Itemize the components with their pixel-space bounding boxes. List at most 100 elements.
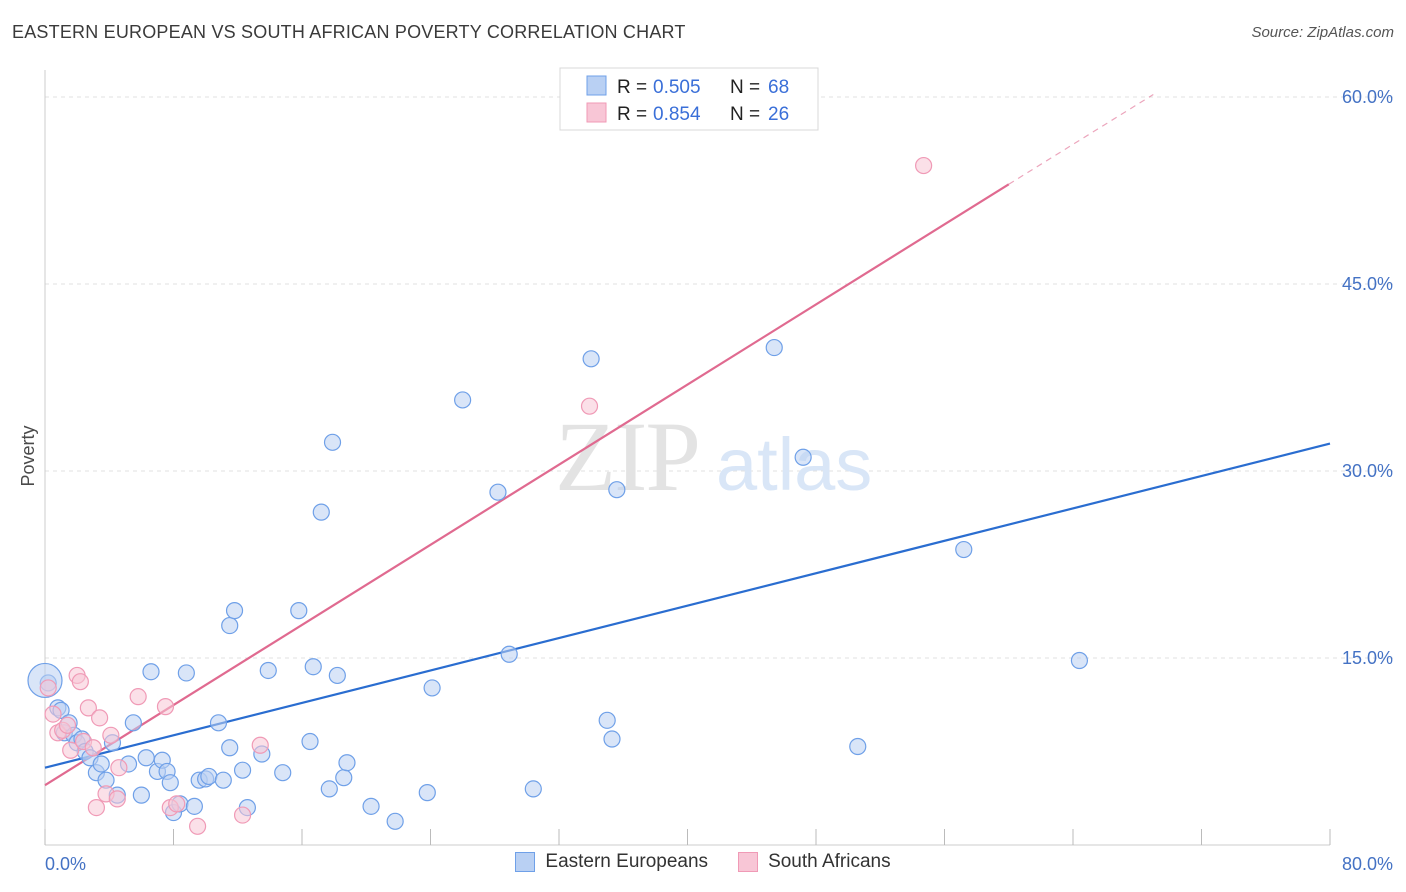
point-s1-10 bbox=[84, 739, 102, 757]
point-s0-32 bbox=[221, 616, 239, 635]
point-s1-5 bbox=[62, 741, 80, 759]
point-s0-61 bbox=[608, 481, 626, 499]
legend-swatch-eastern-europeans bbox=[586, 75, 607, 96]
series-swatch-eastern-europeans bbox=[515, 852, 536, 872]
point-s1-17 bbox=[129, 688, 147, 706]
y-tick-label-2: 45.0% bbox=[1342, 274, 1393, 294]
x-tick-label-1: 80.0% bbox=[1342, 854, 1393, 874]
point-s0-44 bbox=[312, 503, 330, 521]
point-s1-25 bbox=[915, 156, 933, 175]
series-legend-south-africans: South Africans bbox=[738, 851, 891, 873]
point-s0-57 bbox=[524, 780, 542, 798]
point-s0-45 bbox=[320, 780, 338, 798]
trendline-1 bbox=[44, 183, 1010, 787]
legend-r-value-1: 0.505 bbox=[653, 77, 701, 98]
watermark-zip: ZIP bbox=[555, 401, 699, 512]
point-s0-66 bbox=[1070, 651, 1089, 670]
series-label-eastern-europeans: Eastern Europeans bbox=[545, 851, 709, 872]
legend-n-value-1: 68 bbox=[768, 77, 789, 98]
y-tick-label-1: 30.0% bbox=[1342, 461, 1393, 481]
point-s0-31 bbox=[209, 714, 228, 732]
trendlines bbox=[44, 93, 1331, 787]
legend-n-label-2: N = bbox=[730, 104, 760, 125]
point-s0-54 bbox=[454, 391, 472, 409]
point-s1-24 bbox=[580, 397, 599, 415]
legend-swatch-south-africans bbox=[586, 102, 607, 123]
point-s0-42 bbox=[301, 732, 319, 751]
point-s0-52 bbox=[418, 784, 436, 802]
trendline-extension-1 bbox=[1008, 93, 1154, 185]
point-s0-16 bbox=[124, 714, 142, 732]
point-s1-21 bbox=[188, 817, 207, 835]
chart-title: EASTERN EUROPEAN VS SOUTH AFRICAN POVERT… bbox=[12, 22, 686, 42]
point-s0-62 bbox=[765, 338, 783, 357]
point-s0-48 bbox=[335, 769, 353, 787]
point-s0-26 bbox=[177, 664, 195, 682]
point-s0-41 bbox=[290, 602, 308, 620]
point-s0-50 bbox=[362, 797, 380, 815]
point-s0-39 bbox=[259, 661, 277, 680]
point-s0-59 bbox=[598, 711, 616, 729]
point-s1-15 bbox=[108, 790, 126, 808]
x-tick-labels: 0.0% 80.0% bbox=[45, 854, 1393, 874]
point-s1-11 bbox=[87, 798, 106, 817]
point-s0-18 bbox=[137, 749, 155, 767]
point-s0-23 bbox=[161, 774, 179, 792]
point-s0-19 bbox=[142, 663, 160, 681]
legend: R = 0.505 N = 68 R = 0.854 N = 26 bbox=[559, 67, 819, 131]
point-s0-56 bbox=[500, 645, 518, 663]
point-s0-58 bbox=[582, 350, 600, 368]
point-s1-14 bbox=[102, 726, 120, 744]
series-legend-eastern-europeans: Eastern Europeans bbox=[515, 851, 708, 873]
point-s0-33 bbox=[214, 771, 232, 789]
trendline-0 bbox=[44, 442, 1331, 769]
legend-r-label-2: R = bbox=[617, 104, 647, 125]
point-s0-51 bbox=[386, 812, 404, 830]
point-s0-17 bbox=[132, 786, 150, 804]
series-legend: Eastern Europeans South Africans bbox=[0, 851, 1406, 873]
point-s1-20 bbox=[168, 795, 186, 813]
point-s0-65 bbox=[955, 540, 973, 559]
point-s1-12 bbox=[91, 709, 109, 727]
y-axis-label: Poverty bbox=[18, 425, 38, 486]
point-s0-43 bbox=[304, 658, 322, 676]
point-s0-46 bbox=[323, 433, 342, 451]
point-s0-63 bbox=[794, 448, 812, 466]
point-s0-64 bbox=[849, 737, 867, 756]
data-points bbox=[27, 156, 1089, 835]
chart-source: Source: ZipAtlas.com bbox=[1251, 24, 1394, 41]
y-tick-label-0: 15.0% bbox=[1342, 648, 1393, 668]
point-s0-55 bbox=[489, 483, 507, 501]
point-s1-23 bbox=[251, 736, 269, 754]
point-s0-35 bbox=[225, 602, 244, 620]
point-s0-40 bbox=[274, 764, 292, 782]
point-s0-30 bbox=[200, 767, 218, 786]
series-label-south-africans: South Africans bbox=[768, 851, 891, 872]
point-s0-60 bbox=[603, 730, 621, 748]
point-s1-0 bbox=[39, 679, 57, 697]
point-s0-11 bbox=[92, 755, 110, 773]
legend-r-value-2: 0.854 bbox=[653, 104, 701, 125]
legend-n-label-1: N = bbox=[730, 77, 760, 98]
y-tick-labels: 15.0% 30.0% 45.0% 60.0% bbox=[1342, 87, 1393, 668]
series-swatch-south-africans bbox=[738, 852, 759, 872]
x-tick-label-0: 0.0% bbox=[45, 854, 86, 874]
y-tick-label-3: 60.0% bbox=[1342, 87, 1393, 107]
point-s0-36 bbox=[233, 761, 252, 779]
point-s0-53 bbox=[423, 679, 441, 697]
watermark-atlas: atlas bbox=[716, 423, 872, 506]
point-s0-47 bbox=[328, 666, 346, 685]
gridlines bbox=[45, 96, 1395, 659]
point-s0-49 bbox=[338, 754, 356, 772]
point-s1-18 bbox=[156, 698, 175, 716]
point-s0-34 bbox=[221, 739, 239, 757]
legend-r-label-1: R = bbox=[617, 77, 647, 98]
point-s1-16 bbox=[110, 759, 128, 777]
watermark: ZIP atlas bbox=[555, 401, 872, 512]
point-s1-1 bbox=[44, 705, 62, 723]
point-s1-9 bbox=[79, 699, 97, 717]
point-s1-7 bbox=[71, 673, 89, 691]
point-s1-22 bbox=[233, 806, 252, 824]
legend-n-value-2: 26 bbox=[768, 104, 789, 125]
